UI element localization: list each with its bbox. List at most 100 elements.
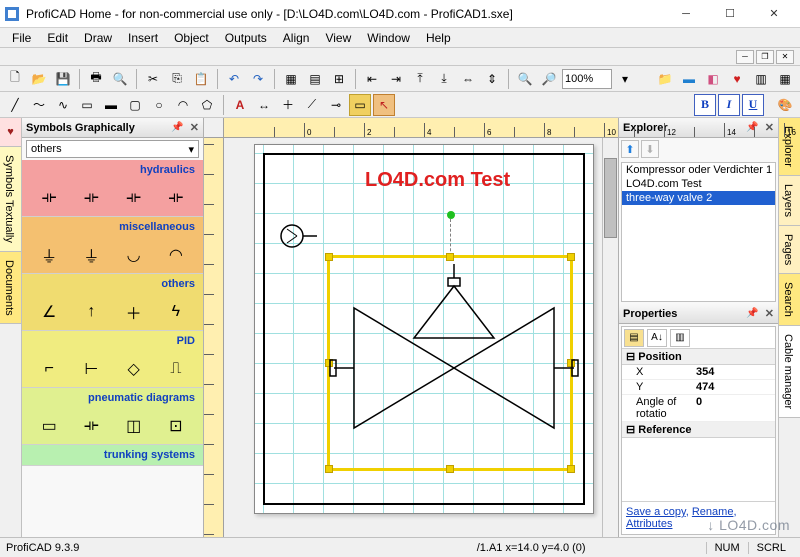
property-value[interactable]: 0 bbox=[692, 395, 775, 421]
compressor-symbol[interactable] bbox=[277, 221, 317, 251]
favorites-button[interactable]: ♥ bbox=[726, 68, 748, 90]
property-value[interactable]: 474 bbox=[692, 380, 775, 394]
property-row[interactable]: X354 bbox=[622, 365, 775, 380]
explorer-item[interactable]: three-way valve 2 bbox=[622, 191, 775, 205]
properties-pin-icon[interactable]: 📌 bbox=[746, 308, 758, 319]
props-group-reference[interactable]: ⊟ Reference bbox=[622, 422, 775, 438]
image-tool[interactable]: ▭ bbox=[349, 94, 371, 116]
italic-button[interactable]: I bbox=[718, 94, 740, 116]
category-header[interactable]: miscellaneous bbox=[22, 217, 203, 237]
redo-button[interactable]: ↷ bbox=[247, 68, 269, 90]
symbol-icon[interactable]: ⟛ bbox=[77, 413, 105, 439]
properties-grid[interactable]: ⊟ Position X354Y474Angle of rotatio0 ⊟ R… bbox=[622, 349, 775, 501]
sidebar-tab-documents[interactable]: Documents bbox=[0, 252, 21, 325]
sidebar-tab-layers[interactable]: Layers bbox=[779, 176, 800, 226]
properties-close-button[interactable]: ✕ bbox=[765, 307, 774, 320]
blocks-button[interactable]: ◧ bbox=[702, 68, 724, 90]
symbol-icon[interactable]: ◇ bbox=[120, 356, 148, 382]
align-top-button[interactable]: ⤒ bbox=[409, 68, 431, 90]
pin-icon[interactable]: 📌 bbox=[171, 122, 183, 133]
symbol-icon[interactable]: ◠ bbox=[162, 242, 190, 268]
link-attributes[interactable]: Attributes bbox=[626, 518, 672, 530]
link-save-copy[interactable]: Save a copy bbox=[626, 506, 686, 518]
menu-object[interactable]: Object bbox=[166, 29, 217, 47]
folder-button[interactable]: 📁 bbox=[654, 68, 676, 90]
layers-button[interactable]: ▬ bbox=[678, 68, 700, 90]
category-header[interactable]: hydraulics bbox=[22, 160, 203, 180]
scroll-thumb[interactable] bbox=[604, 158, 617, 238]
print-button[interactable]: 🖶 bbox=[85, 68, 107, 90]
sidebar-tab-explorer[interactable]: Explorer bbox=[779, 118, 800, 176]
save-button[interactable]: 💾 bbox=[52, 68, 74, 90]
menu-window[interactable]: Window bbox=[359, 29, 418, 47]
explorer-pin-icon[interactable]: 📌 bbox=[746, 122, 758, 133]
new-button[interactable]: 🗋 bbox=[4, 68, 26, 90]
preview-button[interactable]: 🔍 bbox=[109, 68, 131, 90]
menu-edit[interactable]: Edit bbox=[39, 29, 76, 47]
align-right-button[interactable]: ⇥ bbox=[385, 68, 407, 90]
rect-tool[interactable]: ▭ bbox=[76, 94, 98, 116]
maximize-button[interactable]: ☐ bbox=[708, 4, 752, 24]
symbol-icon[interactable]: ϟ bbox=[162, 299, 190, 325]
category-header[interactable]: PID bbox=[22, 331, 203, 351]
menu-align[interactable]: Align bbox=[275, 29, 318, 47]
align-center-h-button[interactable]: ⇔ bbox=[457, 68, 479, 90]
symbol-icon[interactable]: ⎍ bbox=[162, 356, 190, 382]
menu-view[interactable]: View bbox=[317, 29, 359, 47]
paste-button[interactable]: 📋 bbox=[190, 68, 212, 90]
grid-button[interactable]: ▤ bbox=[304, 68, 326, 90]
mdi-close-button[interactable]: ✕ bbox=[776, 50, 794, 64]
pointer-tool[interactable]: ↖ bbox=[373, 94, 395, 116]
symbol-icon[interactable]: ◡ bbox=[120, 242, 148, 268]
props-group-position[interactable]: ⊟ Position bbox=[622, 349, 775, 365]
wire-tool[interactable]: ⟋ bbox=[301, 94, 323, 116]
open-button[interactable]: 📂 bbox=[28, 68, 50, 90]
property-row[interactable]: Angle of rotatio0 bbox=[622, 395, 775, 422]
selection-box[interactable] bbox=[327, 255, 573, 471]
polygon-tool[interactable]: ⬠ bbox=[196, 94, 218, 116]
symbol-icon[interactable]: ▭ bbox=[35, 413, 63, 439]
ellipse-tool[interactable]: ○ bbox=[148, 94, 170, 116]
vertical-scrollbar[interactable] bbox=[602, 138, 618, 537]
arc-tool[interactable]: ◠ bbox=[172, 94, 194, 116]
sidebar-tab-search[interactable]: Search bbox=[779, 274, 800, 326]
dimension-tool[interactable]: ↔ bbox=[253, 94, 275, 116]
close-button[interactable]: ✕ bbox=[752, 4, 796, 24]
symbol-icon[interactable]: ⟛ bbox=[120, 185, 148, 211]
category-header[interactable]: others bbox=[22, 274, 203, 294]
symbol-icon[interactable]: ⟛ bbox=[77, 185, 105, 211]
text-tool[interactable]: A bbox=[229, 94, 251, 116]
explorer-down-button[interactable]: ⬇ bbox=[641, 140, 659, 158]
category-trunking-systems[interactable]: trunking systems bbox=[22, 445, 203, 466]
menu-file[interactable]: File bbox=[4, 29, 39, 47]
sidebar-tab-favorites[interactable]: ♥ bbox=[0, 118, 21, 147]
category-pneumatic-diagrams[interactable]: pneumatic diagrams▭⟛◫⊡ bbox=[22, 388, 203, 445]
align-center-v-button[interactable]: ⇕ bbox=[481, 68, 503, 90]
explorer-list[interactable]: Kompressor oder Verdichter 1LO4D.com Tes… bbox=[621, 162, 776, 302]
canvas-text-object[interactable]: LO4D.com Test bbox=[365, 169, 510, 192]
menu-insert[interactable]: Insert bbox=[120, 29, 166, 47]
category-miscellaneous[interactable]: miscellaneous ⏚ ⏚ ◡ ◠ bbox=[22, 217, 203, 274]
category-others[interactable]: others∠↑＋ϟ bbox=[22, 274, 203, 331]
symbol-icon[interactable]: ＋ bbox=[120, 299, 148, 325]
symbol-icon[interactable]: ⏚ bbox=[77, 242, 105, 268]
property-row[interactable]: Y474 bbox=[622, 380, 775, 395]
roundrect-tool[interactable]: ▢ bbox=[124, 94, 146, 116]
copy-button[interactable]: ⎘ bbox=[166, 68, 188, 90]
snap-button[interactable]: ⊞ bbox=[328, 68, 350, 90]
mdi-minimize-button[interactable]: ─ bbox=[736, 50, 754, 64]
symbol-icon[interactable]: ⏚ bbox=[35, 242, 63, 268]
drawing-canvas[interactable]: LO4D.com Test bbox=[224, 138, 602, 537]
explorer-close-button[interactable]: ✕ bbox=[765, 121, 774, 134]
cut-button[interactable]: ✂ bbox=[142, 68, 164, 90]
zoom-input[interactable] bbox=[562, 69, 612, 89]
symbol-icon[interactable]: ⊡ bbox=[162, 413, 190, 439]
explorer-up-button[interactable]: ⬆ bbox=[621, 140, 639, 158]
zoom-out-button[interactable]: 🔎 bbox=[538, 68, 560, 90]
symbol-icon[interactable]: ◫ bbox=[120, 413, 148, 439]
symbol-icon[interactable]: ⟛ bbox=[162, 185, 190, 211]
close-panel-button[interactable]: ✕ bbox=[190, 121, 199, 134]
settings-button[interactable]: ▦ bbox=[774, 68, 796, 90]
menu-help[interactable]: Help bbox=[418, 29, 459, 47]
props-pages-button[interactable]: ▥ bbox=[670, 329, 690, 347]
